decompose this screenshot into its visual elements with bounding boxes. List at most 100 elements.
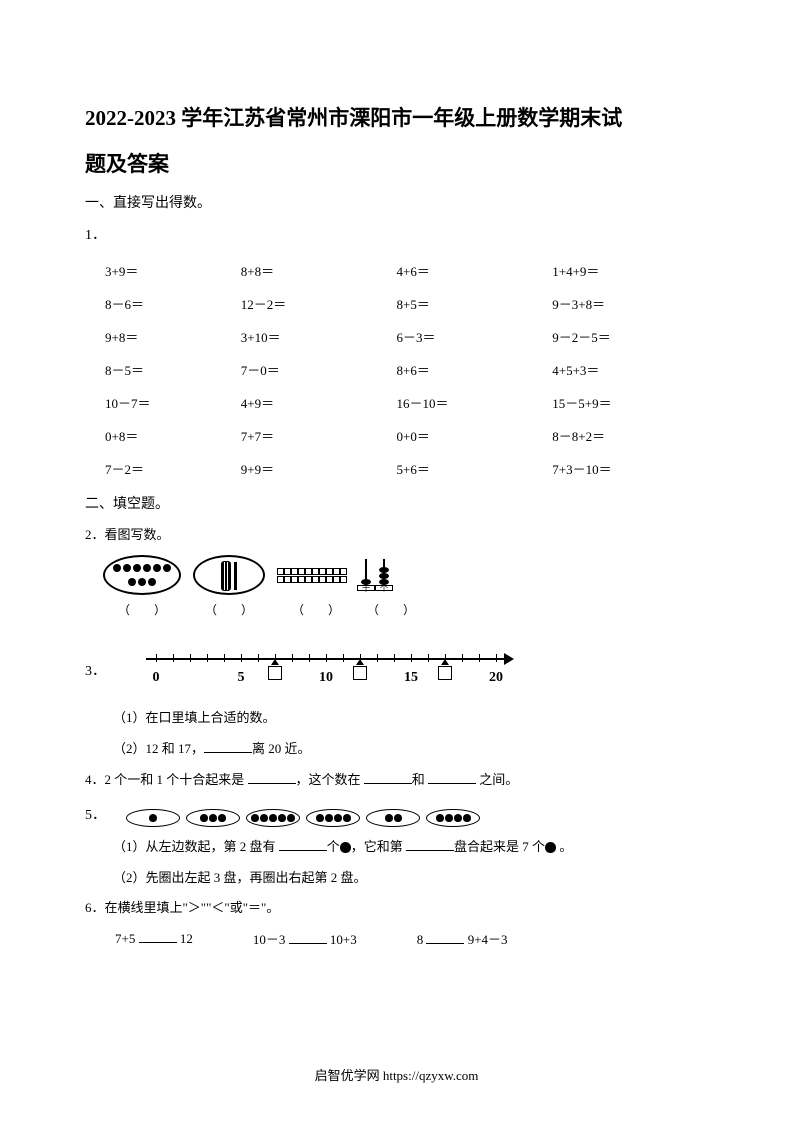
compare-right: 9+4－3 [468, 932, 508, 947]
number-line-tick [309, 654, 310, 662]
question-3-number: 3． [85, 660, 106, 680]
oval-sticks [193, 555, 265, 595]
fruit-icon [200, 814, 208, 822]
paren-1: （ ） [103, 601, 181, 618]
math-problems-table: 3+9＝8+8＝4+6＝1+4+9＝8－6＝12－2＝8+5＝9－3+8＝9+8… [85, 254, 708, 485]
number-line-tick [190, 654, 191, 662]
abacus-ones-rod: 个 [377, 559, 391, 591]
paren-row: （ ） （ ） （ ） （ ） [103, 601, 708, 618]
number-line-tick [462, 654, 463, 662]
dot-icon [113, 564, 121, 572]
compare-left: 7+5 [115, 931, 135, 946]
fruit-icon [325, 814, 333, 822]
number-line-box [438, 666, 452, 680]
question-3-2: （2）12 和 17，离 20 近。 [85, 739, 708, 760]
math-cell: 9+8＝ [85, 320, 241, 353]
blank-compare [426, 930, 464, 944]
page-title-line1: 2022-2023 学年江苏省常州市溧阳市一年级上册数学期末试 [85, 100, 708, 138]
plate [366, 809, 420, 827]
blank-q4-2 [364, 770, 412, 784]
math-cell: 8－5＝ [85, 353, 241, 386]
plate [246, 809, 300, 827]
block-icon [298, 576, 305, 583]
math-cell: 15－5+9＝ [552, 386, 708, 419]
math-cell: 16－10＝ [397, 386, 553, 419]
number-line-tick [377, 654, 378, 662]
math-cell: 7+7＝ [241, 419, 397, 452]
fruit-icon [340, 842, 351, 853]
q5-1-c: ，它和第 [351, 839, 406, 854]
block-icon [305, 568, 312, 575]
block-icon [284, 576, 291, 583]
q5-1-b: 个 [327, 839, 340, 854]
q4-text-a: 4．2 个一和 1 个十合起来是 [85, 772, 248, 787]
section-1-header: 一、直接写出得数。 [85, 192, 708, 212]
block-icon [284, 568, 291, 575]
block-icon [291, 576, 298, 583]
number-line-arrow-icon [504, 653, 514, 665]
dot-icon [163, 564, 171, 572]
number-line-tick [207, 654, 208, 662]
number-line-tick [411, 654, 412, 662]
question-5-2: （2）先圈出左起 3 盘，再圈出右起第 2 盘。 [85, 868, 708, 889]
paren-4: （ ） [367, 601, 411, 618]
number-line-label: 20 [489, 670, 503, 686]
dot-icon [128, 578, 136, 586]
blank-q5-1a [279, 837, 327, 851]
plate [186, 809, 240, 827]
abacus-tens-rod: 十 [359, 559, 373, 591]
number-line-label: 0 [153, 670, 160, 686]
math-cell: 5+6＝ [397, 452, 553, 485]
block-icon [291, 568, 298, 575]
math-cell: 8+6＝ [397, 353, 553, 386]
fruit-icon [316, 814, 324, 822]
block-icon [340, 568, 347, 575]
math-cell: 7－0＝ [241, 353, 397, 386]
math-cell: 8－8+2＝ [552, 419, 708, 452]
block-icon [298, 568, 305, 575]
q5-1-d: 盘合起来是 7 个 [454, 839, 545, 854]
math-cell: 4+6＝ [397, 254, 553, 287]
paren-3: （ ） [277, 601, 355, 618]
dot-icon [148, 578, 156, 586]
question-3-1: （1）在口里填上合适的数。 [85, 708, 708, 729]
block-icon [312, 568, 319, 575]
question-2-text: 2．看图写数。 [85, 525, 708, 546]
fruit-icon [454, 814, 462, 822]
number-line-tick [479, 654, 480, 662]
section-2-header: 二、填空题。 [85, 493, 708, 513]
block-icon [333, 576, 340, 583]
number-line-tick [258, 654, 259, 662]
block-icon [326, 576, 333, 583]
compare-right: 12 [180, 931, 193, 946]
fruit-icon [209, 814, 217, 822]
q3-2-text-a: （2）12 和 17， [113, 741, 204, 756]
number-line-tick [292, 654, 293, 662]
fruit-icon [334, 814, 342, 822]
dot-icon [153, 564, 161, 572]
figure-row-q2: 十 个 [103, 555, 708, 595]
q5-1-a: （1）从左边数起，第 2 盘有 [113, 839, 279, 854]
math-cell: 9－3+8＝ [552, 287, 708, 320]
abacus-tens-label: 十 [357, 585, 375, 591]
blank-q3-2 [204, 739, 252, 753]
math-cell: 4+5+3＝ [552, 353, 708, 386]
abacus-bead-icon [379, 567, 389, 573]
question-6-text: 6．在横线里填上"＞""＜"或"＝"。 [85, 898, 708, 919]
number-line-tick [428, 654, 429, 662]
fruit-icon-2 [545, 842, 556, 853]
math-cell: 9－2－5＝ [552, 320, 708, 353]
math-cell: 7+3－10＝ [552, 452, 708, 485]
number-line-tick [224, 654, 225, 662]
math-cell: 3+10＝ [241, 320, 397, 353]
abacus-bead-icon [379, 573, 389, 579]
math-cell: 8+5＝ [397, 287, 553, 320]
abacus: 十 个 [359, 559, 391, 591]
stick-icon [234, 562, 237, 590]
fruit-icon [385, 814, 393, 822]
block-icon [319, 568, 326, 575]
q4-text-d: 之间。 [476, 772, 518, 787]
dot-icon [133, 564, 141, 572]
fruit-icon [343, 814, 351, 822]
blocks-group [277, 568, 347, 583]
